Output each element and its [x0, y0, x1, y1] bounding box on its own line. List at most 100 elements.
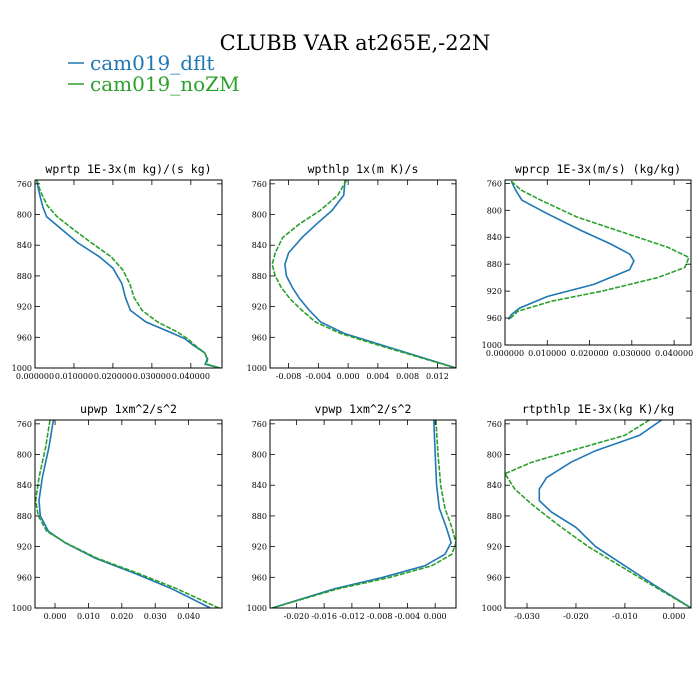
y-tick-label: 760 — [17, 180, 32, 189]
y-tick-label: 1000 — [247, 364, 267, 373]
legend-label-nozm: cam019_noZM — [90, 72, 240, 96]
x-tick-label: -0.012 — [339, 612, 365, 621]
x-tick-label: -0.016 — [311, 612, 337, 621]
series-line-nozm — [35, 420, 220, 608]
y-tick-label: 880 — [487, 512, 502, 521]
series-line-nozm — [508, 180, 690, 320]
series-line-dflt — [271, 420, 452, 608]
x-tick-label: 0.010000 — [55, 372, 93, 381]
y-tick-label: 1000 — [247, 604, 267, 613]
x-tick-label: 0.000000 — [16, 372, 54, 381]
x-tick-label: 0.020000 — [570, 349, 608, 358]
series-line-nozm — [271, 420, 456, 608]
panel-title: wpthlp 1x(m K)/s — [308, 162, 419, 176]
y-tick-label: 960 — [487, 314, 502, 323]
y-tick-label: 920 — [487, 287, 502, 296]
x-tick-label: -0.008 — [367, 612, 393, 621]
y-tick-label: 920 — [252, 303, 267, 312]
series-line-dflt — [538, 420, 691, 608]
y-tick-label: 880 — [17, 272, 32, 281]
x-tick-label: 0.030 — [144, 612, 167, 621]
x-tick-label: 0.030000 — [133, 372, 171, 381]
x-tick-label: 0.040 — [177, 612, 200, 621]
x-tick-label: 0.000 — [44, 612, 67, 621]
x-tick-label: -0.030 — [514, 612, 540, 621]
figure-title: CLUBB VAR at265E,-22N — [220, 31, 491, 55]
panels: wprtp 1E-3x(m kg)/(s kg)0.000000 0.010000… — [12, 162, 694, 621]
y-tick-label: 800 — [17, 451, 32, 460]
panel-1: wprtp 1E-3x(m kg)/(s kg) 0.000000 0.010000… — [12, 162, 223, 381]
y-tick-label: 840 — [17, 241, 32, 250]
x-tick-label: -0.010 — [612, 612, 638, 621]
y-tick-label: 920 — [17, 303, 32, 312]
x-tick-label: -0.004 — [395, 612, 421, 621]
panel-3: wprcp 1E-3x(m/s) (kg/kg) 0.000000 0.010000… — [482, 162, 694, 358]
y-tick-label: 920 — [252, 543, 267, 552]
panel-6: rtpthlp 1E-3x(kg K)/kg -0.030 -0.020 -0.010… — [482, 402, 692, 621]
x-tick-label: 0.020000 — [94, 372, 132, 381]
y-tick-label: 760 — [487, 179, 502, 188]
y-tick-label: 960 — [17, 333, 32, 342]
y-tick-label: 1000 — [482, 604, 502, 613]
y-tick-label: 760 — [17, 420, 32, 429]
legend-label-dflt: cam019_dflt — [90, 51, 214, 75]
y-tick-label: 800 — [17, 211, 32, 220]
x-tick-label: 0.000 — [662, 612, 685, 621]
x-tick-label: 0.000000 — [486, 349, 524, 358]
y-tick-label: 800 — [487, 451, 502, 460]
y-tick-label: 760 — [252, 180, 267, 189]
y-tick-label: 840 — [252, 481, 267, 490]
panel-title: vpwp 1xm^2/s^2 — [315, 402, 412, 416]
panel-title: wprcp 1E-3x(m/s) (kg/kg) — [515, 162, 681, 176]
y-tick-label: 760 — [252, 420, 267, 429]
plot-frame — [269, 419, 457, 609]
panel-title: rtpthlp 1E-3x(kg K)/kg — [522, 402, 674, 416]
panel-title: wprtp 1E-3x(m kg)/(s kg) — [45, 162, 211, 176]
y-tick-label: 920 — [487, 543, 502, 552]
x-tick-label: 0.020 — [110, 612, 133, 621]
series-line-dflt — [507, 180, 635, 320]
plot-frame — [34, 179, 223, 369]
y-tick-label: 880 — [17, 512, 32, 521]
x-tick-label: 0.040000 — [172, 372, 210, 381]
series-line-nozm — [505, 420, 691, 608]
plot-frame — [269, 179, 457, 369]
y-tick-label: 960 — [252, 333, 267, 342]
y-tick-label: 960 — [252, 573, 267, 582]
x-tick-label: 0.040000 — [655, 349, 693, 358]
legend: cam019_dflt cam019_noZM — [68, 51, 240, 96]
y-tick-label: 760 — [487, 420, 502, 429]
y-tick-label: 960 — [17, 573, 32, 582]
y-tick-label: 800 — [252, 451, 267, 460]
x-tick-label: 0.004 — [366, 372, 389, 381]
y-tick-label: 840 — [252, 241, 267, 250]
plot-frame — [504, 179, 692, 346]
x-tick-label: -0.008 — [276, 372, 302, 381]
x-tick-label: -0.020 — [563, 612, 589, 621]
series-line-dflt — [38, 420, 211, 608]
x-tick-label: 0.008 — [396, 372, 419, 381]
y-tick-label: 1000 — [12, 364, 32, 373]
y-tick-label: 880 — [252, 512, 267, 521]
x-tick-label: 0.000 — [337, 372, 360, 381]
y-tick-label: 960 — [487, 573, 502, 582]
series-line-nozm — [271, 180, 456, 368]
y-tick-label: 840 — [17, 481, 32, 490]
plot-frame — [504, 419, 692, 609]
x-tick-label: 0.012 — [426, 372, 449, 381]
y-tick-label: 840 — [487, 233, 502, 242]
panel-4: upwp 1xm^2/s^2 0.000 0.010 0.020 0.030 0.040 7… — [12, 402, 223, 621]
y-tick-label: 1000 — [12, 604, 32, 613]
y-tick-label: 880 — [487, 260, 502, 269]
series-line-dflt — [35, 180, 221, 368]
y-tick-label: 800 — [252, 211, 267, 220]
x-tick-label: 0.010 — [77, 612, 100, 621]
panel-title: upwp 1xm^2/s^2 — [80, 402, 177, 416]
panel-5: vpwp 1xm^2/s^2 -0.020 -0.016 -0.012 -0.008 -0… — [247, 402, 457, 621]
x-tick-label: 0.030000 — [613, 349, 651, 358]
plot-frame — [34, 419, 223, 609]
series-line-dflt — [284, 180, 456, 368]
x-tick-label: 0.010000 — [528, 349, 566, 358]
series-line-nozm — [36, 180, 221, 368]
y-tick-label: 880 — [252, 272, 267, 281]
